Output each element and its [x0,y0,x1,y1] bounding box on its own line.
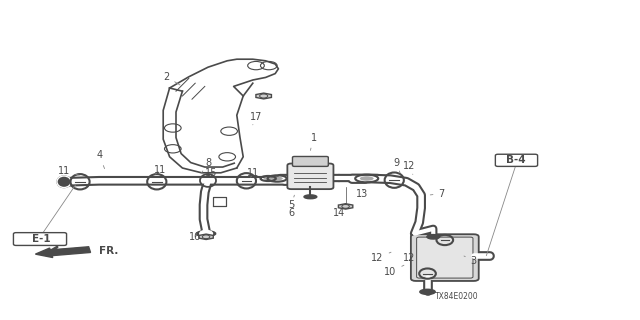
FancyBboxPatch shape [495,154,538,166]
Text: 12: 12 [403,252,416,263]
Ellipse shape [420,289,435,294]
Text: 7: 7 [430,188,445,199]
Text: 4: 4 [96,150,104,169]
Text: 13: 13 [355,188,368,199]
Text: 12: 12 [403,161,416,174]
Ellipse shape [57,176,71,188]
Circle shape [200,230,212,237]
Text: 17: 17 [250,112,262,125]
Ellipse shape [427,235,440,239]
Text: 10: 10 [384,265,404,277]
Ellipse shape [271,177,283,180]
Text: 5: 5 [288,195,294,210]
FancyBboxPatch shape [13,233,67,245]
Ellipse shape [304,195,317,199]
Polygon shape [256,93,271,99]
Text: 9: 9 [394,158,400,173]
Text: 14: 14 [333,205,346,218]
Text: 8: 8 [202,158,211,173]
Text: 12: 12 [371,252,391,263]
Text: 11: 11 [58,166,79,176]
FancyBboxPatch shape [287,164,333,189]
Text: 3: 3 [464,256,477,266]
Text: E-1: E-1 [32,234,51,244]
Polygon shape [339,204,353,209]
Text: 11: 11 [246,168,259,178]
Polygon shape [199,234,213,239]
Text: 11: 11 [154,164,166,175]
Text: 16: 16 [189,232,202,242]
FancyBboxPatch shape [417,237,473,278]
Text: 6: 6 [288,205,294,218]
FancyBboxPatch shape [411,234,479,281]
FancyArrow shape [35,247,90,258]
Ellipse shape [264,177,273,180]
Text: TX84E0200: TX84E0200 [435,292,479,301]
Text: 15: 15 [205,168,218,178]
FancyBboxPatch shape [213,197,226,206]
Text: FR.: FR. [99,246,118,256]
Ellipse shape [196,231,216,236]
FancyBboxPatch shape [292,156,328,166]
Ellipse shape [360,176,374,181]
Text: 1: 1 [310,132,317,150]
Text: B-4: B-4 [506,155,525,165]
Text: 2: 2 [163,72,180,85]
